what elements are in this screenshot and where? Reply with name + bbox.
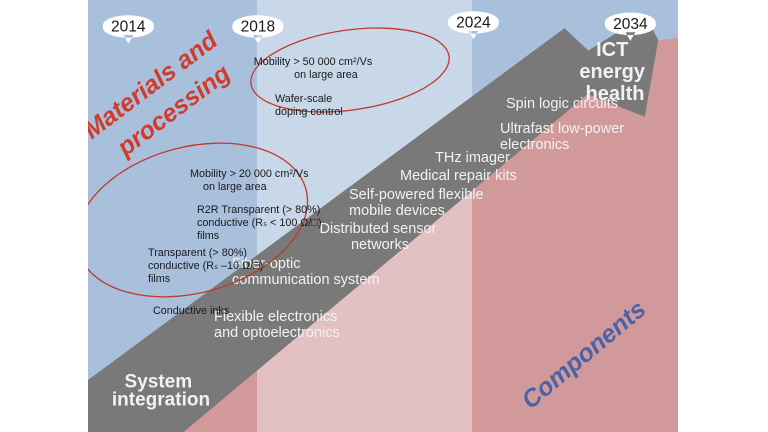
svg-text:Flexible electronics a: Flexible electronics and optoelectronics	[214, 309, 341, 341]
svg-text:System integration: System integration	[112, 372, 210, 411]
svg-text:2024: 2024	[456, 15, 491, 32]
svg-text:2014: 2014	[111, 19, 146, 36]
svg-text:2018: 2018	[241, 19, 275, 36]
svg-text:2034: 2034	[613, 16, 648, 33]
svg-text:Spin logic circuits: Spin logic circuits	[506, 96, 618, 112]
svg-text:Medical repair kits: Medical repair kits	[400, 168, 517, 184]
svg-text:THz imager: THz imager	[435, 150, 510, 166]
svg-text:Conductive inks: Conductive inks	[153, 305, 230, 317]
